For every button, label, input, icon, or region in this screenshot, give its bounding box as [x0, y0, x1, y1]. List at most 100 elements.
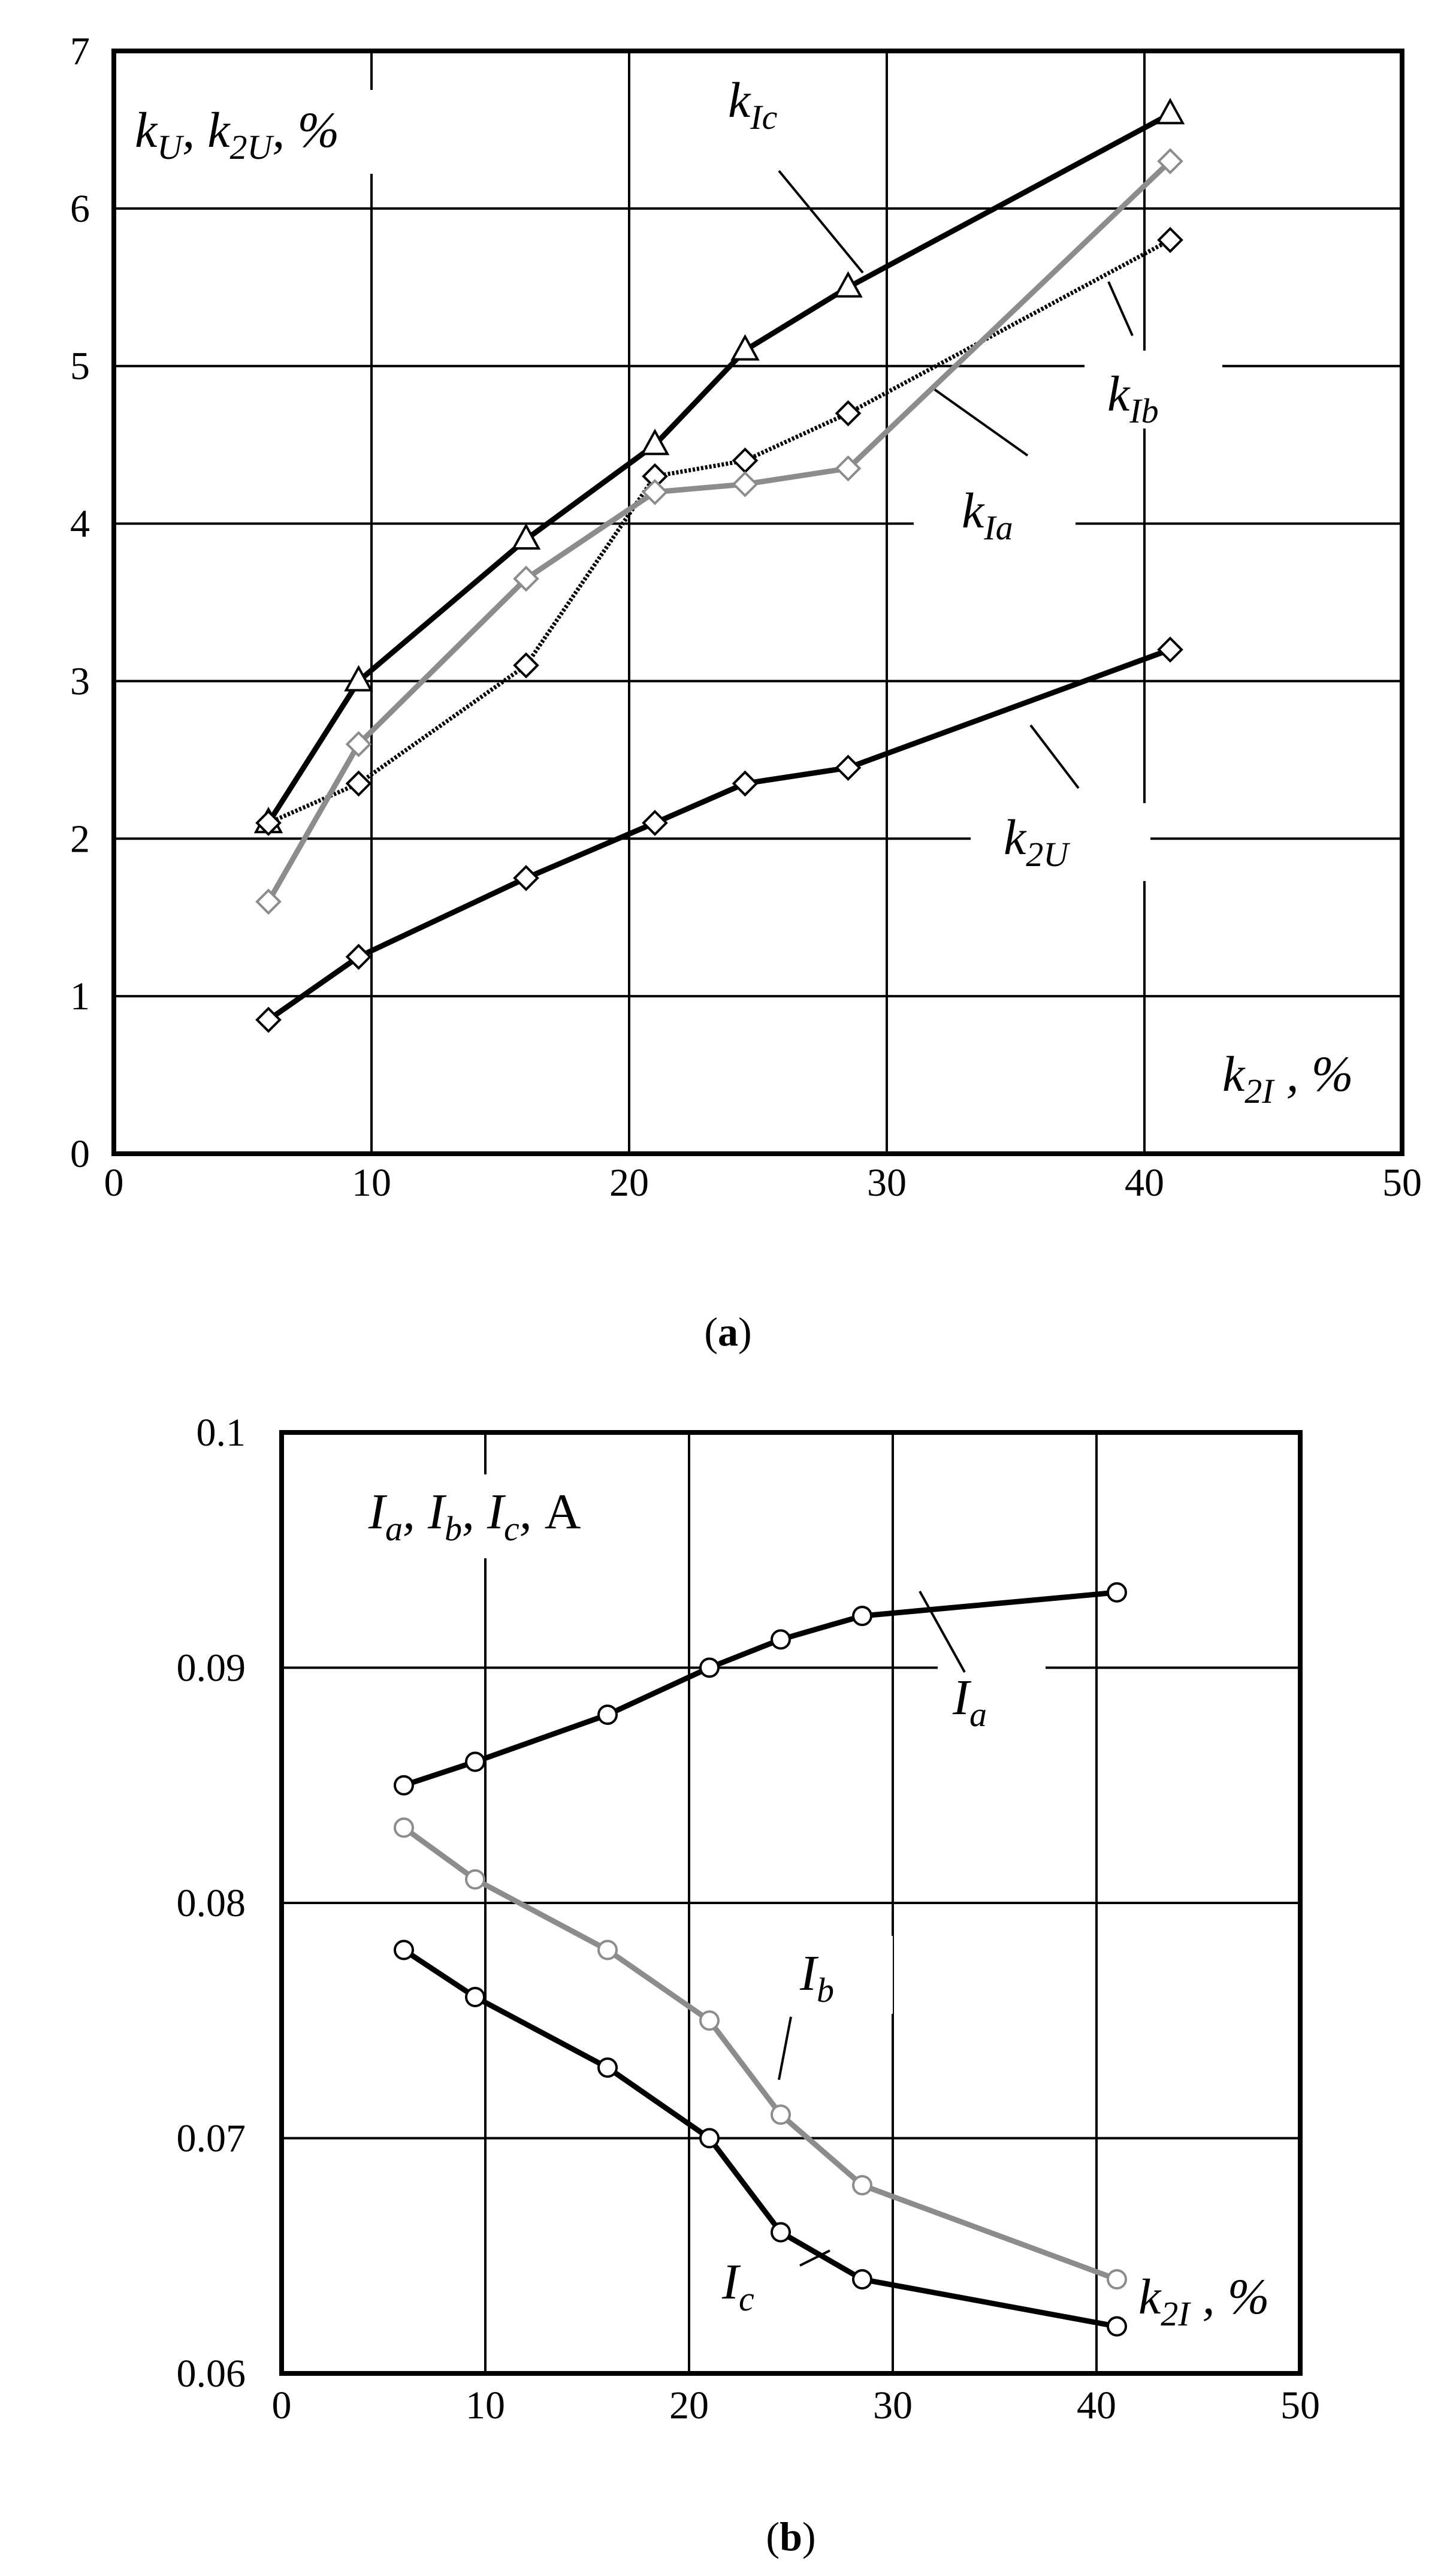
- ylabel-a: kU, k2U, %: [135, 102, 339, 167]
- data-point-k-ib: [835, 400, 862, 427]
- data-point-i-a: [699, 1657, 720, 1678]
- data-point-i-c: [394, 1939, 414, 1960]
- data-point-i-a: [1107, 1582, 1127, 1603]
- ib-label-mask: [785, 1936, 893, 2014]
- x-tick-label: 20: [609, 1161, 649, 1205]
- caption-a: (a): [704, 1309, 751, 1355]
- data-point-i-b: [597, 1939, 618, 1960]
- x-tick-label: 50: [1382, 1161, 1422, 1205]
- data-point-k-ic: [1155, 98, 1185, 125]
- y-tick-label: 6: [70, 187, 90, 231]
- series-label-ic: Ic: [721, 2254, 754, 2318]
- chart-b-leaders: [778, 1591, 966, 2267]
- ylabel-a-mask: [120, 90, 395, 174]
- x-tick-label: 40: [1125, 1161, 1164, 1205]
- kic-label-mask: [665, 54, 857, 138]
- chart-b-series-group: [394, 1582, 1127, 2337]
- y-tick-label: 0.09: [177, 1646, 246, 1690]
- data-point-k-ic: [730, 334, 760, 361]
- ic-label-mask: [710, 2254, 800, 2325]
- leader-k2u: [1029, 724, 1080, 789]
- caption-b: (b): [766, 2514, 815, 2559]
- kia-label-mask: [914, 485, 1076, 557]
- data-point-i-b: [394, 1817, 414, 1838]
- y-tick-label: 0.08: [177, 1881, 246, 1925]
- leader-ib: [778, 2016, 792, 2080]
- chart-b-y-ticks: 0.06 0.07 0.08 0.09 0.1: [177, 1411, 246, 2396]
- y-tick-label: 2: [70, 817, 90, 861]
- leader-kib: [1107, 281, 1134, 336]
- x-tick-label: 10: [466, 2384, 505, 2427]
- data-point-k-ib: [255, 810, 282, 836]
- data-point-k-ic: [511, 523, 541, 550]
- data-point-i-a: [394, 1775, 414, 1796]
- chart-b: Ia, Ib, Ic, A Ia Ib Ic k2I , % 0 10 20 30 40…: [177, 1411, 1321, 2559]
- data-point-k-ib: [345, 770, 372, 797]
- data-point-k-ib: [1157, 227, 1183, 254]
- y-tick-label: 0.06: [177, 2352, 246, 2396]
- xlabel-a: k2I , %: [1222, 1046, 1354, 1111]
- x-tick-label: 0: [104, 1161, 124, 1205]
- data-point-i-b: [771, 2104, 791, 2125]
- data-point-i-c: [1107, 2316, 1127, 2337]
- data-point-k-2u: [642, 810, 668, 836]
- data-point-k-ia: [1157, 148, 1183, 174]
- data-point-k-ia: [513, 565, 539, 592]
- data-point-i-b: [465, 1869, 485, 1890]
- chart-a-grid: [114, 51, 1402, 1154]
- chart-b-plot-frame: [279, 1430, 1303, 2376]
- y-tick-label: 0.1: [197, 1411, 246, 1455]
- x-tick-label: 0: [272, 2384, 292, 2427]
- series-label-kia: kIa: [962, 483, 1013, 547]
- chart-b-x-ticks: 0 10 20 30 40 50: [272, 2384, 1321, 2427]
- chart-a-series-group: [253, 98, 1185, 1033]
- data-point-k-ib: [513, 652, 539, 678]
- data-point-k-2u: [255, 1006, 282, 1033]
- chart-a-y-ticks: 0 1 2 3 4 5 6 7: [70, 29, 90, 1176]
- x-tick-label: 40: [1077, 2384, 1116, 2427]
- y-tick-label: 0.07: [177, 2117, 246, 2161]
- data-point-k-2u: [345, 943, 372, 970]
- x-tick-label: 30: [867, 1161, 907, 1205]
- leader-ia: [919, 1591, 966, 1673]
- chart-b-grid: [282, 1432, 1300, 2373]
- ia-label-mask: [938, 1666, 1046, 1738]
- data-point-k-ic: [833, 271, 863, 298]
- data-point-k-2u: [513, 865, 539, 891]
- data-point-i-c: [771, 2222, 791, 2243]
- series-label-kic: kIc: [728, 73, 778, 137]
- x-tick-label: 10: [352, 1161, 391, 1205]
- ylabel-b: Ia, Ib, Ic, A: [368, 1484, 581, 1548]
- data-point-i-a: [852, 1606, 872, 1627]
- chart-a-plot-frame: [111, 49, 1404, 1156]
- chart-a-leaders: [778, 170, 1134, 789]
- y-tick-label: 3: [70, 659, 90, 703]
- y-tick-label: 7: [70, 29, 90, 73]
- data-point-i-a: [465, 1751, 485, 1772]
- data-point-i-b: [699, 2010, 720, 2031]
- data-point-i-b: [852, 2175, 872, 2195]
- data-point-k-ia: [345, 731, 372, 758]
- data-point-k-ia: [255, 888, 282, 915]
- y-tick-label: 4: [70, 502, 90, 546]
- ylabel-b-mask: [336, 1474, 671, 1558]
- y-tick-label: 0: [70, 1132, 90, 1176]
- data-point-i-c: [699, 2128, 720, 2149]
- data-point-k-ic: [640, 429, 670, 456]
- y-tick-label: 5: [70, 345, 90, 388]
- data-point-k-ia: [642, 479, 668, 505]
- x-tick-label: 50: [1280, 2384, 1320, 2427]
- data-point-k-ia: [732, 471, 759, 497]
- x-tick-label: 30: [873, 2384, 913, 2427]
- x-tick-label: 20: [669, 2384, 709, 2427]
- y-tick-label: 1: [70, 975, 90, 1018]
- series-label-kib: kIb: [1107, 366, 1159, 430]
- data-point-k-2u: [1157, 637, 1183, 663]
- chart-a: kU, k2U, % kIc kIb kIa k2U k2I , % 0 10 20…: [70, 29, 1422, 1355]
- series-label-k2u: k2U: [1004, 810, 1071, 874]
- chart-a-x-ticks: 0 10 20 30 40 50: [104, 1161, 1422, 1205]
- data-point-k-ib: [732, 447, 759, 474]
- kib-label-mask: [1085, 351, 1222, 429]
- data-point-i-a: [597, 1705, 618, 1725]
